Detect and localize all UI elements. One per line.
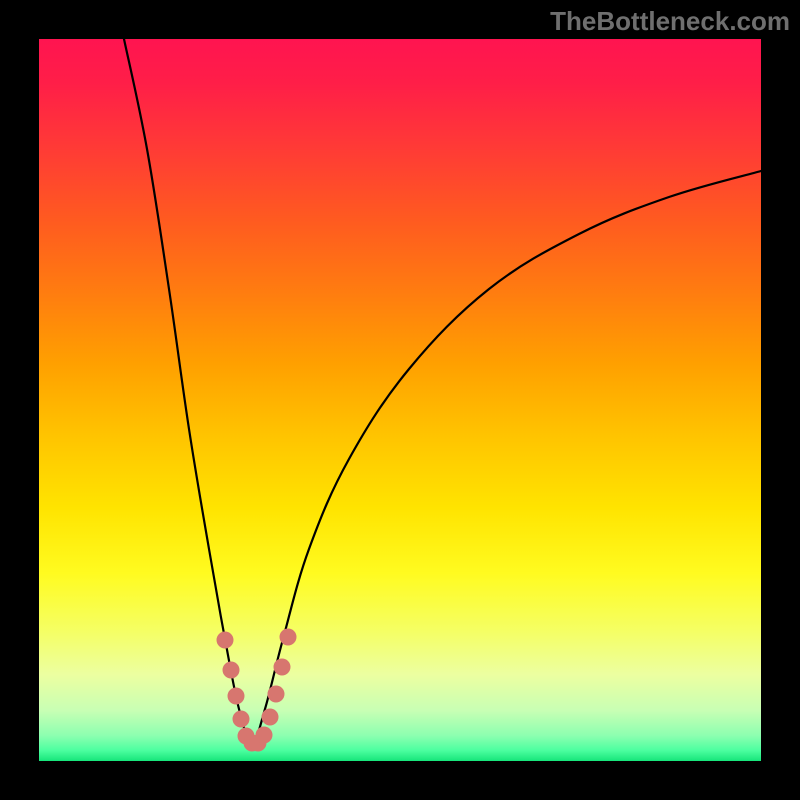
bead bbox=[223, 662, 240, 679]
chart-plot-area bbox=[39, 39, 761, 761]
bead bbox=[262, 709, 279, 726]
bead bbox=[280, 629, 297, 646]
trough-beads bbox=[217, 629, 297, 752]
bead bbox=[256, 727, 273, 744]
bead bbox=[228, 688, 245, 705]
chart-svg bbox=[39, 39, 761, 761]
watermark-text: TheBottleneck.com bbox=[550, 6, 790, 37]
bead bbox=[268, 686, 285, 703]
bead bbox=[274, 659, 291, 676]
bead bbox=[217, 632, 234, 649]
bead bbox=[233, 711, 250, 728]
